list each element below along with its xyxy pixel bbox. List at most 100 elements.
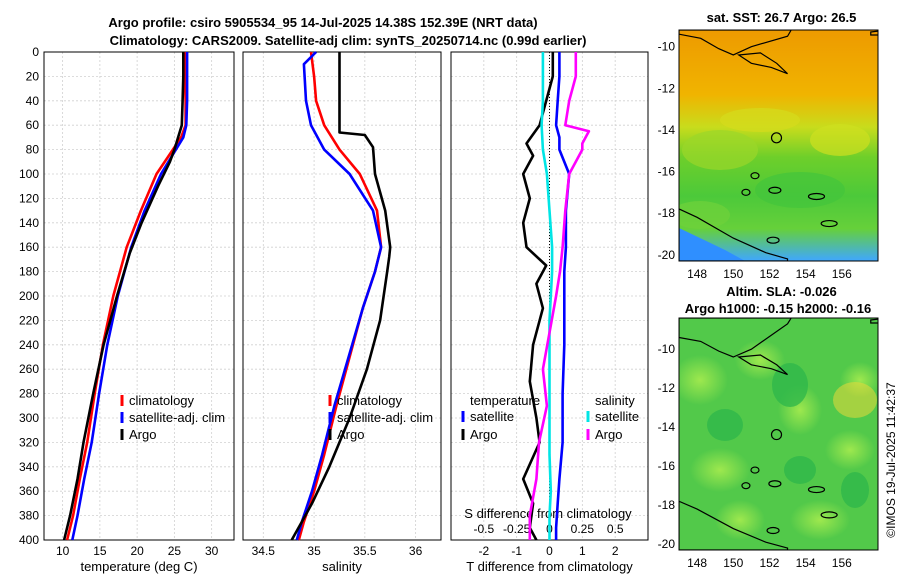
legend-label-3: Argo [595, 427, 622, 442]
reef-5 [820, 219, 838, 228]
map-title: Altim. SLA: -0.026 [726, 284, 837, 299]
ytick-label: 180 [19, 265, 39, 279]
map-ytick-label: -14 [658, 420, 676, 434]
ytick-label: 260 [19, 362, 39, 376]
x-axis-label: salinity [322, 559, 362, 574]
reef-2 [807, 485, 826, 494]
x2tick-label: -0.5 [473, 522, 494, 536]
reef-4 [766, 236, 780, 244]
land-solomons [870, 318, 878, 324]
sla-map-panel: 148 150 152 154 156 -10 -12 -14 -16 -18 -20 Altim. … [658, 284, 879, 570]
temperature-panel: 0 20 40 60 80 100 120 140 160 180 200 220 240 260 280 3… [19, 45, 235, 574]
legend-label-1: Argo [470, 427, 497, 442]
legend-label-2: satellite [595, 409, 639, 424]
land-png [679, 318, 792, 358]
map-ytick-label: -10 [658, 40, 676, 54]
map-xtick-label: 148 [687, 556, 707, 570]
series-line-1 [295, 51, 383, 541]
map-ytick-label: -20 [658, 537, 676, 551]
sst-patch-2 [679, 201, 730, 229]
map-ytick-label: -16 [658, 459, 676, 473]
map-xtick-label: 148 [687, 267, 707, 281]
xtick-label: 35 [307, 544, 321, 558]
x2tick-label: -0.25 [503, 522, 531, 536]
land-australia [679, 208, 789, 261]
xtick-label: 35.5 [353, 544, 377, 558]
watermark: ©IMOS 19-Jul-2025 11:42:37 [884, 382, 898, 538]
ytick-label: 40 [26, 94, 40, 108]
map-frame [678, 317, 879, 551]
plot-frame [242, 51, 442, 541]
reef-0 [750, 172, 760, 180]
series-line-0 [554, 52, 571, 540]
ytick-label: 300 [19, 411, 39, 425]
sst-patch-0 [682, 130, 758, 170]
ytick-label: 340 [19, 460, 39, 474]
land-islands [736, 52, 788, 75]
map-ytick-label: -14 [658, 123, 676, 137]
map-ytick-label: -10 [658, 342, 676, 356]
map-xtick-label: 154 [796, 556, 816, 570]
ytick-label: 400 [19, 533, 39, 547]
legend-title-temperature: temperature [470, 393, 540, 408]
map-xtick-label: 156 [832, 267, 852, 281]
legend-label-satellite: satellite-adj. clim [129, 410, 225, 425]
series-line-2 [540, 52, 554, 540]
xtick-label: 2 [612, 544, 619, 558]
land-islands [736, 354, 788, 376]
map-ytick-label: -18 [658, 206, 676, 220]
map-ytick-label: -20 [658, 248, 676, 262]
ytick-label: 80 [26, 143, 40, 157]
series-line-2 [62, 52, 185, 541]
reef-0 [750, 466, 760, 474]
xtick-label: 30 [205, 544, 219, 558]
legend-label-climatology: climatology [337, 393, 403, 408]
reef-3 [741, 188, 751, 196]
reef-1 [768, 480, 782, 488]
ytick-label: 120 [19, 191, 39, 205]
map-xtick-label: 152 [759, 267, 779, 281]
sla-high-5 [790, 500, 850, 540]
legend-label-0: satellite [470, 409, 514, 424]
xtick-label: 20 [130, 544, 144, 558]
ytick-label: 320 [19, 435, 39, 449]
sst-map-panel: 148 150 152 154 156 -10 -12 -14 -16 -18 -20 sat. SS… [658, 10, 879, 281]
map-ytick-label: -12 [658, 81, 676, 95]
sla-low-0 [772, 363, 808, 407]
ytick-label: 220 [19, 313, 39, 327]
ytick-label: 20 [26, 69, 40, 83]
argo-float-marker [770, 428, 783, 441]
sla-high-3 [690, 448, 750, 492]
sst-cold-water [679, 228, 745, 261]
map-xtick-label: 152 [759, 556, 779, 570]
sla-high-2 [825, 430, 875, 470]
xtick-label: 25 [168, 544, 182, 558]
sla-low-2 [784, 456, 816, 484]
sla-high-7 [715, 500, 765, 540]
reef-2 [807, 192, 826, 201]
legend-label-climatology: climatology [129, 393, 195, 408]
ytick-label: 240 [19, 338, 39, 352]
land-australia [679, 500, 789, 550]
map-title: sat. SST: 26.7 Argo: 26.5 [707, 10, 857, 25]
reef-5 [820, 511, 838, 519]
sla-high-0 [679, 355, 728, 405]
ytick-label: 0 [32, 45, 39, 59]
argo-float-marker [770, 132, 783, 144]
x2-axis-label: S difference from climatology [464, 506, 632, 521]
legend-label-argo: Argo [129, 427, 156, 442]
plot-frame [43, 51, 235, 541]
legend-label-argo: Argo [337, 427, 364, 442]
map-subtitle: Argo h1000: -0.15 h2000: -0.16 [685, 301, 871, 316]
sla-high-1 [735, 340, 785, 380]
map-xtick-label: 156 [832, 556, 852, 570]
figure-title-line1: Argo profile: csiro 5905534_95 14-Jul-20… [108, 15, 537, 30]
legend-label-satellite: satellite-adj. clim [337, 410, 433, 425]
series-line-3 [528, 52, 591, 540]
map-xtick-label: 154 [796, 267, 816, 281]
xtick-label: 36 [409, 544, 423, 558]
xtick-label: 34.5 [252, 544, 276, 558]
x-axis-label: temperature (deg C) [80, 559, 197, 574]
salinity-panel: 34.5 35 35.5 36 salinity climatology satellite… [242, 51, 442, 574]
